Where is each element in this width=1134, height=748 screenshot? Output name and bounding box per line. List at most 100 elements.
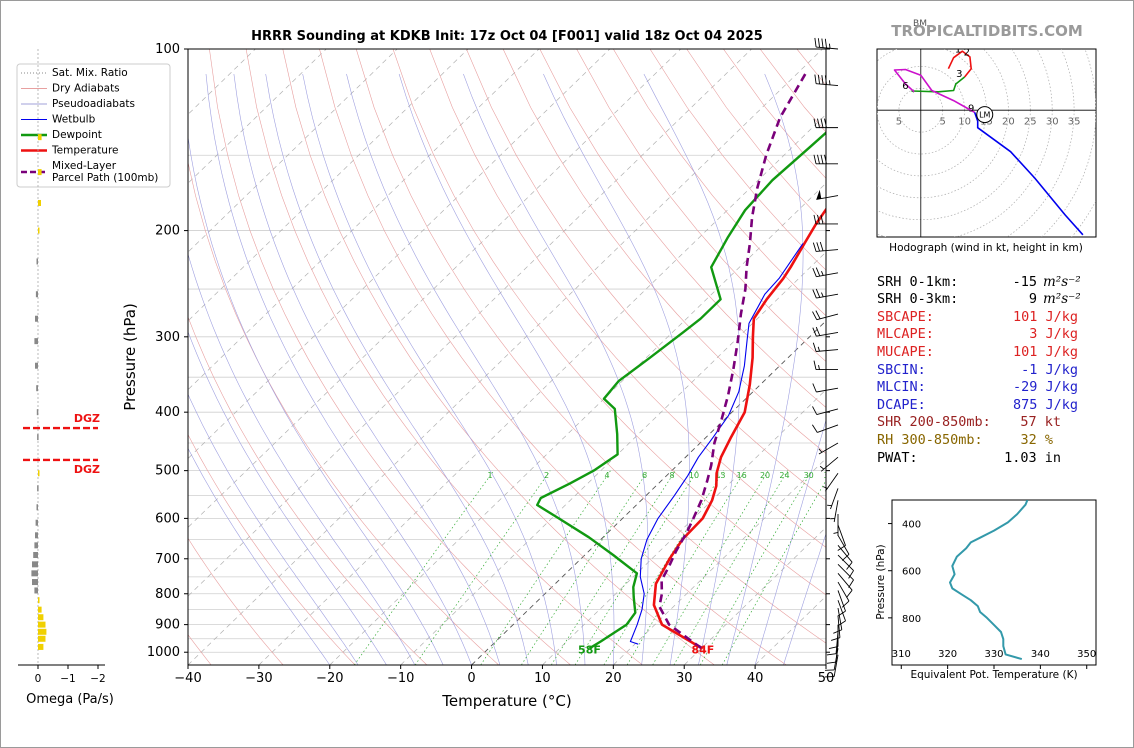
- mlcin-label: MLCIN:: [877, 379, 926, 395]
- hodograph-title: Hodograph (wind in kt, height in km): [889, 242, 1083, 254]
- omega-bar: [38, 607, 42, 613]
- shr-value: 57 kt: [1020, 414, 1061, 430]
- srh03-value: 9: [1029, 291, 1037, 307]
- pseudoadiabat: [159, 74, 415, 665]
- wind-barb: [827, 488, 838, 509]
- dcape-value: 875 J/kg: [1013, 397, 1078, 413]
- pwat-label: PWAT:: [877, 450, 918, 466]
- barb-full: [813, 290, 817, 299]
- barb-full: [822, 75, 823, 84]
- omega-bar: [37, 434, 39, 440]
- mixing-ratio-label: 20: [760, 471, 770, 480]
- sbcape-label: SBCAPE:: [877, 309, 934, 325]
- barb-half: [834, 532, 839, 533]
- mixing-ratio-label: 6: [642, 471, 647, 480]
- omega-bar: [38, 636, 46, 642]
- dry-adiabat: [320, 49, 787, 665]
- mixing-ratio-label: 30: [804, 471, 814, 480]
- hodograph-ring-label: 30: [1046, 117, 1059, 128]
- mlcin-value: -29 J/kg: [1013, 379, 1078, 395]
- thetae-y-tick-label: 600: [902, 567, 921, 578]
- skewt-x-label: Temperature (°C): [441, 692, 571, 710]
- mixing-ratio-label: 36: [824, 471, 834, 480]
- omega-bar: [38, 644, 43, 650]
- omega-bar: [32, 579, 38, 585]
- omega-tick-label: −2: [90, 673, 105, 685]
- omega-bar: [38, 470, 40, 476]
- barb-full: [813, 243, 816, 252]
- pseudoadiabat: [543, 74, 689, 665]
- omega-bar: [35, 532, 38, 538]
- pwat-value: 1.03 in: [1004, 450, 1061, 466]
- wind-barb: [813, 327, 838, 336]
- hodograph-height-label: 9: [968, 104, 974, 115]
- barb-full: [814, 155, 816, 164]
- barb-flag: [816, 190, 821, 200]
- wind-barb: [812, 425, 838, 433]
- omega-bar: [36, 385, 38, 391]
- y-tick-label: 200: [155, 224, 180, 239]
- thetae-x-tick-label: 310: [892, 649, 911, 660]
- barb-staff: [817, 409, 838, 415]
- parcel-profile: [659, 74, 805, 648]
- barb-full: [816, 327, 820, 336]
- omega-bar: [34, 338, 38, 344]
- sbcin-label: SBCIN:: [877, 362, 926, 378]
- barb-full: [813, 268, 817, 277]
- y-tick-label: 700: [155, 552, 180, 567]
- srh03-label: SRH 0-3km:: [877, 291, 958, 307]
- sbcape-value: 101 J/kg: [1013, 309, 1078, 325]
- mixing-ratio-line: [415, 471, 550, 665]
- mixing-ratio-line: [674, 471, 788, 665]
- hodograph-height-label: 1: [955, 44, 961, 55]
- barb-full: [821, 155, 823, 164]
- x-tick-label: 20: [605, 671, 622, 686]
- x-tick-label: 30: [676, 671, 693, 686]
- pseudoadiabat: [347, 74, 586, 665]
- pseudoadiabat: [234, 74, 500, 665]
- barb-full: [813, 328, 817, 337]
- barb-half: [820, 466, 824, 469]
- legend-label: Dewpoint: [52, 129, 102, 141]
- omega-bar: [36, 291, 38, 297]
- mlcape-label: MLCAPE:: [877, 326, 934, 342]
- barb-staff: [816, 388, 838, 392]
- barb-full: [816, 311, 820, 319]
- pseudoadiabat: [463, 74, 648, 665]
- dcape-label: DCAPE:: [877, 397, 926, 413]
- omega-bar: [38, 200, 41, 206]
- barb-half: [818, 347, 819, 351]
- pseudoadiabat: [303, 74, 557, 665]
- hodograph-frame: [877, 49, 1096, 237]
- wind-barb: [834, 514, 839, 536]
- hodograph-ring-label: 10: [958, 117, 971, 128]
- hodograph-ring-label: 20: [1002, 117, 1015, 128]
- y-tick-label: 300: [155, 330, 180, 345]
- isotherm-line: [188, 49, 822, 665]
- x-tick-label: −10: [387, 671, 414, 686]
- barb-half: [821, 271, 823, 275]
- wind-barb: [820, 457, 838, 471]
- barb-full: [818, 155, 820, 164]
- hodograph-ring-label: 5: [940, 117, 946, 128]
- barb-full: [818, 75, 819, 84]
- wind-barb: [831, 616, 840, 641]
- srh01-unit: m²s⁻²: [1043, 274, 1081, 290]
- x-tick-label: 10: [534, 671, 551, 686]
- stats-panel: SRH 0-1km: -15 m²s⁻² SRH 0-3km: 9 m²s⁻² …: [877, 274, 1081, 466]
- omega-tick-label: −1: [60, 673, 75, 685]
- rh-value: 32 %: [1020, 432, 1053, 448]
- omega-bar: [33, 552, 38, 558]
- pseudoadiabat: [399, 74, 614, 665]
- barb-full: [813, 383, 817, 392]
- barb-full: [825, 39, 826, 48]
- wind-barb: [813, 268, 838, 277]
- dry-adiabat: [136, 49, 427, 665]
- wind-barbs: [812, 38, 853, 677]
- wind-barb: [830, 500, 838, 522]
- mixing-ratio-line: [551, 471, 675, 665]
- omega-bar: [38, 614, 43, 620]
- barb-full: [814, 361, 816, 370]
- barb-full: [812, 312, 816, 320]
- barb-half: [823, 487, 827, 489]
